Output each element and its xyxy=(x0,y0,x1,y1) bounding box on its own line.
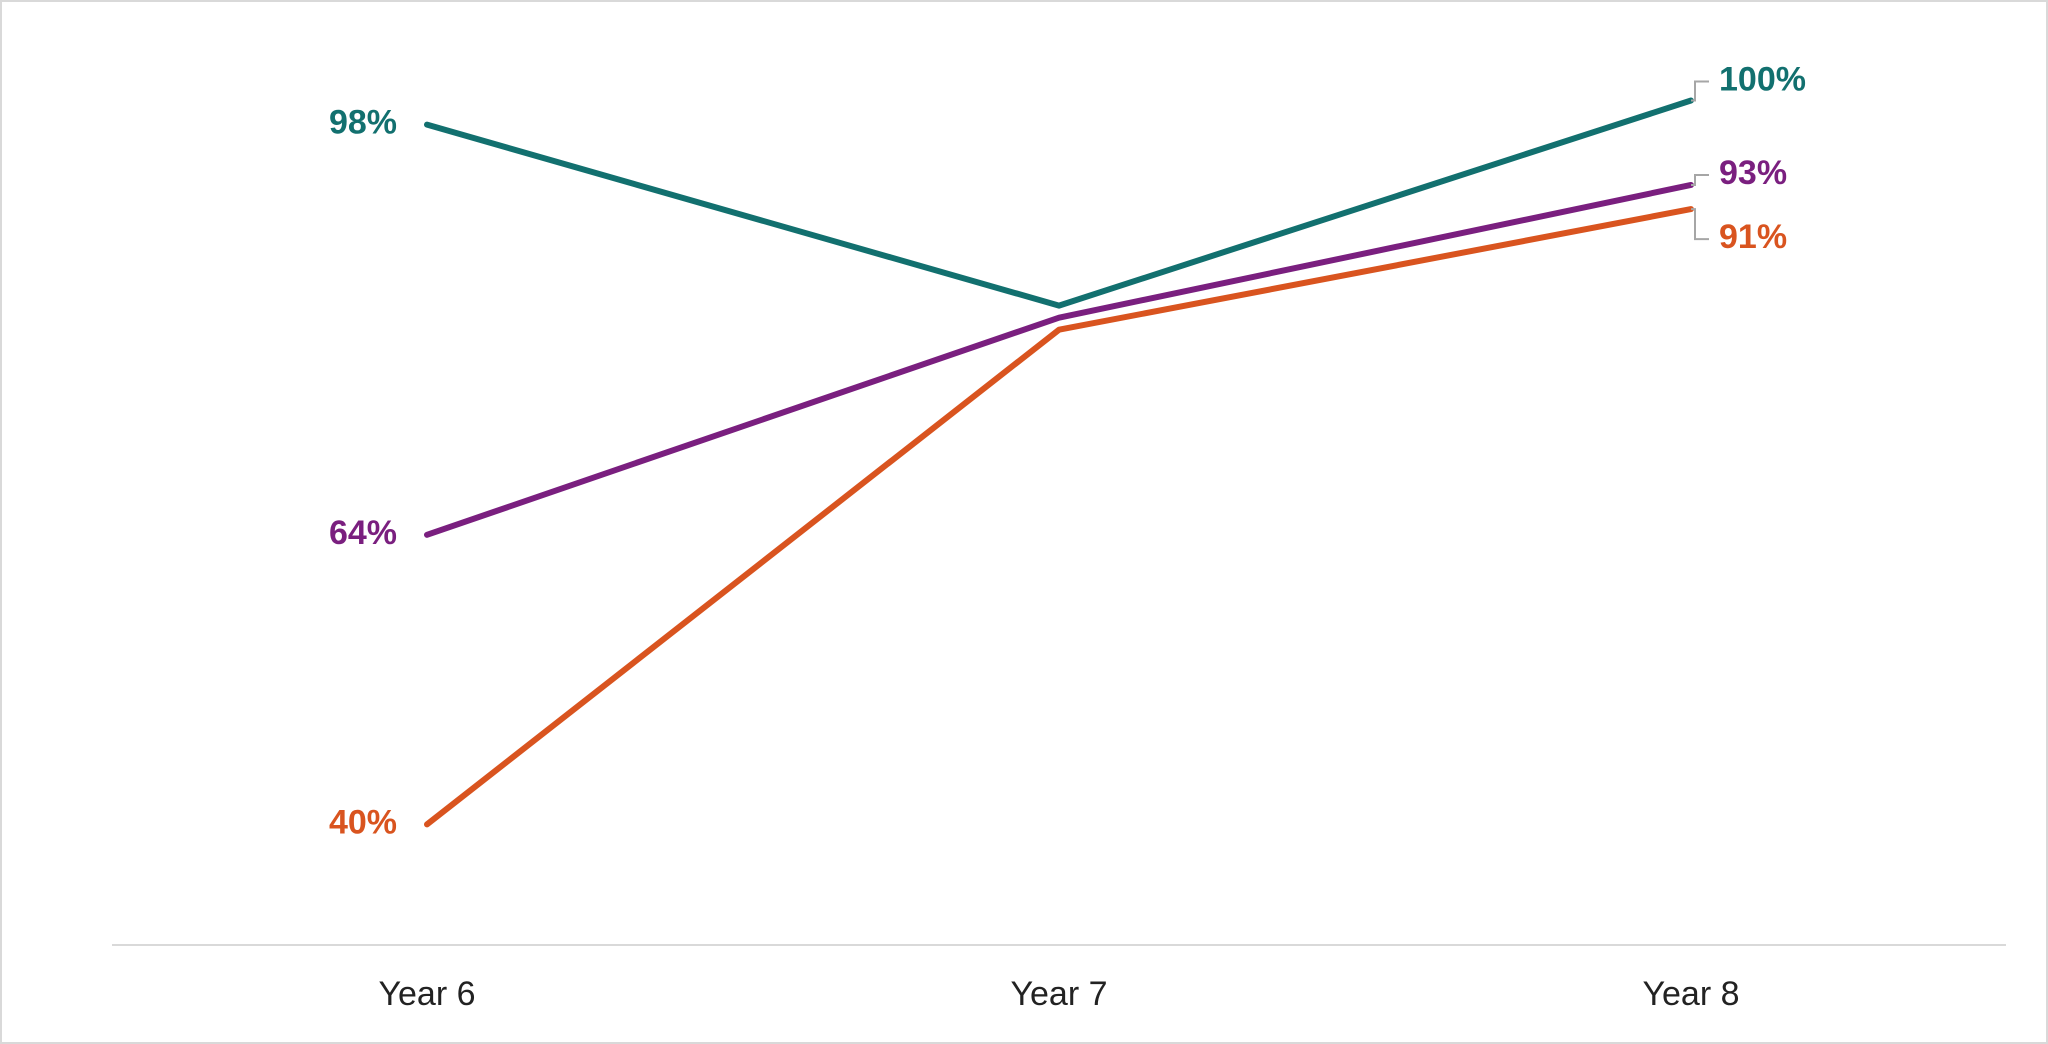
data-label: 98% xyxy=(329,104,397,142)
data-label: 40% xyxy=(329,803,397,841)
leader-line xyxy=(1691,80,1709,102)
x-tick-label: Year 7 xyxy=(1010,975,1107,1013)
data-label: 100% xyxy=(1719,60,1806,98)
x-tick-label: Year 6 xyxy=(378,975,475,1013)
series-line xyxy=(424,181,1694,538)
series-line xyxy=(424,97,1694,309)
data-label: 91% xyxy=(1719,218,1787,256)
x-tick-label: Year 8 xyxy=(1642,975,1739,1013)
leader-line xyxy=(1691,173,1709,186)
series-line xyxy=(424,206,1694,828)
data-label: 93% xyxy=(1719,154,1787,192)
leader-line xyxy=(1691,208,1709,241)
data-label: 64% xyxy=(329,514,397,552)
